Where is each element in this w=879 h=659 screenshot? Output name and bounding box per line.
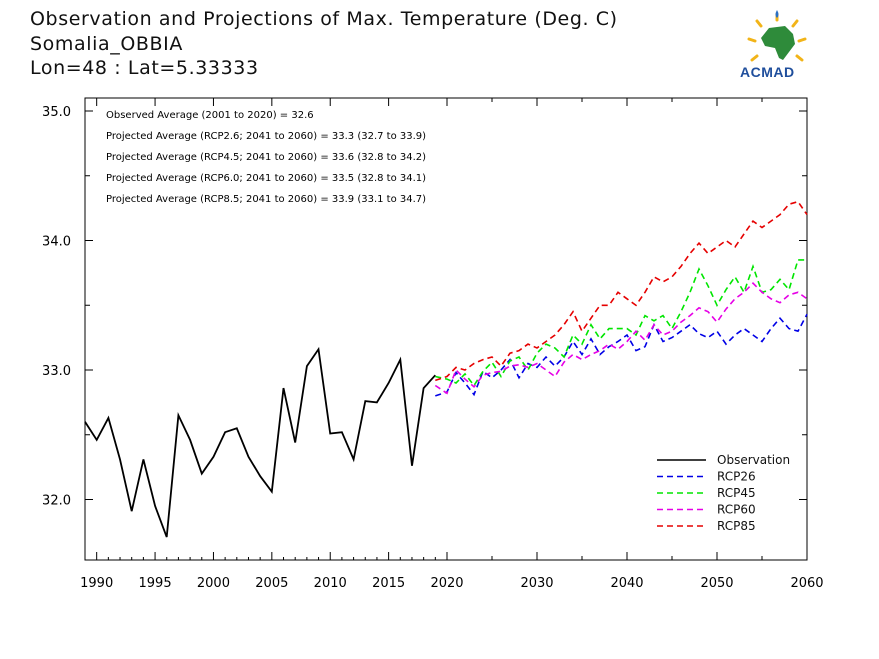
annotation-line: Projected Average (RCP2.6; 2041 to 2060)… [106,131,426,142]
y-tick-label: 32.0 [42,494,71,509]
x-tick-label: 2015 [372,576,405,591]
annotation-line: Observed Average (2001 to 2020) = 32.6 [106,110,314,121]
y-tick-label: 33.0 [42,364,71,379]
x-tick-label: 1995 [139,576,172,591]
x-tick-label: 2020 [430,576,463,591]
coordinates-label: Lon=48 : Lat=5.33333 [30,57,259,79]
series-line-rcp85 [435,200,808,382]
x-tick-label: 2005 [255,576,288,591]
logo-text: ACMAD [740,64,795,80]
series-layer [84,200,808,538]
legend-label: RCP45 [717,486,756,500]
y-tick-label: 34.0 [42,235,71,250]
y-tick-label: 35.0 [42,105,71,120]
series-line-rcp45 [435,259,807,387]
location-label: Somalia_OBBIA [30,33,183,55]
x-tick-label: 2030 [520,576,553,591]
x-tick-label: 2000 [197,576,230,591]
annotation-line: Projected Average (RCP8.5; 2041 to 2060)… [106,194,426,205]
chart-title: Observation and Projections of Max. Temp… [30,8,618,30]
legend-label: Observation [717,453,790,467]
x-tick-label: 1990 [80,576,113,591]
plot-frame [84,97,808,561]
x-tick-label: 2060 [790,576,823,591]
series-line-rcp26 [435,313,808,397]
x-tick-label: 2040 [610,576,643,591]
x-tick-label: 2050 [700,576,733,591]
acmad-logo [747,10,807,62]
x-tick-label: 2010 [314,576,347,591]
legend-label: RCP60 [717,503,756,517]
annotation-line: Projected Average (RCP6.0; 2041 to 2060)… [106,173,426,184]
observation-line [84,346,436,538]
annotation-line: Projected Average (RCP4.5; 2041 to 2060)… [106,152,426,163]
series-line-rcp60 [434,282,808,395]
legend-label: RCP85 [717,519,756,533]
axis-ticks: 35.0 34.0 33.0 32.0 1990 1995 2000 2005 2010 2015… [42,98,824,591]
annotation-block: Observed Average (2001 to 2020) = 32.6 Pr… [106,110,426,205]
legend: Observation RCP26 RCP45 RCP60 RCP85 [657,453,790,533]
legend-label: RCP26 [717,470,756,484]
